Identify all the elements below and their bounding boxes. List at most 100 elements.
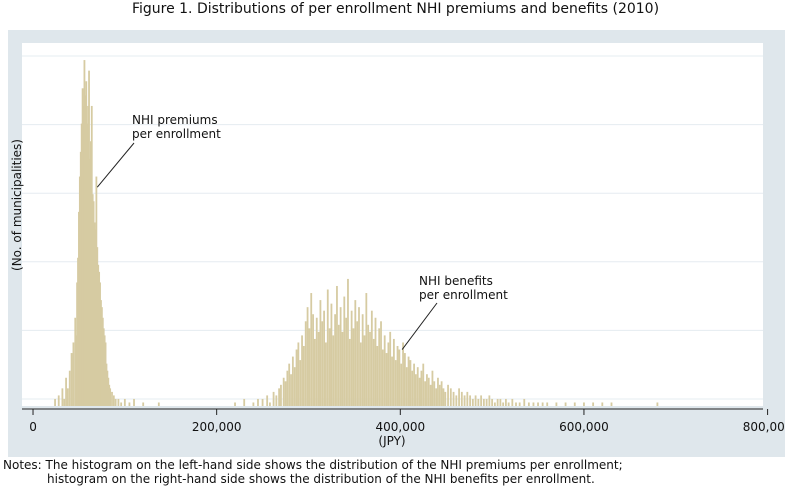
histogram-bar xyxy=(266,395,269,406)
histogram-bar xyxy=(308,328,311,406)
histogram-bar xyxy=(352,328,355,406)
histogram-bar xyxy=(413,363,415,406)
histogram-bar xyxy=(361,314,364,406)
histogram-bar xyxy=(78,211,80,406)
x-tick-label: 800,000 xyxy=(743,420,785,434)
histogram-bar xyxy=(312,314,314,406)
figure-title: Figure 1. Distributions of per enrollmen… xyxy=(131,1,660,17)
histogram-bar xyxy=(402,342,404,406)
histogram-bar xyxy=(341,331,344,406)
histogram-bar xyxy=(67,388,69,406)
histogram-bar xyxy=(157,402,160,406)
histogram-bar xyxy=(111,391,113,406)
histogram-bar xyxy=(474,395,477,406)
histogram-bar xyxy=(407,356,410,406)
histogram-bar xyxy=(323,310,325,406)
histogram-bar xyxy=(505,398,507,406)
histogram-bar xyxy=(380,321,382,406)
gridlines xyxy=(22,55,763,400)
premiums-histogram xyxy=(54,60,160,407)
histogram-bar xyxy=(381,349,384,406)
histogram-bar xyxy=(496,398,499,406)
histogram-bar xyxy=(86,123,89,406)
histogram-bar xyxy=(499,398,502,406)
histogram-bar xyxy=(396,345,399,406)
histogram-bar xyxy=(458,388,460,406)
histogram-bar xyxy=(426,374,428,406)
histogram-bar xyxy=(103,335,106,406)
histogram-bar xyxy=(243,398,246,406)
histogram-bar xyxy=(343,296,346,406)
histogram-bar xyxy=(78,176,81,406)
histogram-bar xyxy=(367,324,370,406)
histogram-bar xyxy=(523,398,526,406)
x-axis-label: (JPY) xyxy=(378,434,405,448)
histogram-bar xyxy=(95,176,98,406)
histogram-bar xyxy=(334,314,337,406)
histogram-bar xyxy=(84,95,87,407)
histogram-bar xyxy=(491,398,494,406)
histogram-bar xyxy=(387,342,390,406)
histogram-bar xyxy=(455,395,458,406)
histogram-bar xyxy=(488,395,491,406)
histogram-bar xyxy=(656,402,659,406)
histogram-bar xyxy=(297,342,300,406)
histogram-bar xyxy=(511,398,514,406)
histogram-bar xyxy=(440,381,443,406)
histogram-bar xyxy=(332,335,335,406)
histogram-bar xyxy=(107,377,110,406)
histogram-bar xyxy=(272,391,275,406)
histogram-bar xyxy=(269,402,271,406)
annotation-text: NHI premiums xyxy=(132,113,218,127)
histogram-bar xyxy=(493,402,496,406)
histogram-bar xyxy=(83,60,86,406)
histogram-bar xyxy=(293,367,296,406)
histogram-bar xyxy=(105,363,108,406)
histogram-bar xyxy=(363,335,366,406)
histogram-bar xyxy=(133,398,135,406)
x-tick-label: 0 xyxy=(29,420,37,434)
histogram-bar xyxy=(142,402,145,406)
histogram-bar xyxy=(389,331,392,406)
histogram-bar xyxy=(356,321,359,406)
histogram-bar xyxy=(444,391,447,406)
histogram-bar xyxy=(278,388,280,406)
benefits-histogram xyxy=(234,278,659,406)
histogram-bar xyxy=(515,402,517,406)
figure-panel: 0 200,000 400,000 600,000 800,000 (JPY) (No.… xyxy=(8,30,791,457)
histogram-bar xyxy=(537,402,539,406)
histogram-bar xyxy=(104,342,107,406)
histogram-bar xyxy=(108,384,111,406)
histogram-bar xyxy=(100,307,103,406)
histogram-bar xyxy=(328,328,331,406)
histogram-bar xyxy=(415,374,417,406)
histogram-bar xyxy=(114,398,117,406)
histogram-bar xyxy=(317,331,320,406)
histogram-bar xyxy=(123,398,126,406)
histogram-bar xyxy=(326,289,329,406)
histogram-bar xyxy=(394,360,397,406)
histogram-bar xyxy=(87,105,90,406)
histogram-bar xyxy=(98,271,101,406)
histogram-bar xyxy=(336,285,338,406)
x-tick-label: 600,000 xyxy=(559,420,609,434)
histogram-bar xyxy=(117,398,120,406)
histogram-bar xyxy=(532,402,535,406)
histogram-bar xyxy=(359,342,362,406)
figure-notes: Notes: The histogram on the left-hand si… xyxy=(3,458,623,486)
annotation-leader-line xyxy=(401,302,438,350)
histogram-bar xyxy=(284,381,287,406)
histogram-bar xyxy=(81,88,84,407)
histogram-bar xyxy=(68,370,71,406)
histogram-bar xyxy=(257,398,259,406)
x-tick-label: 200,000 xyxy=(192,420,242,434)
histogram-bar xyxy=(325,342,327,406)
histogram-bar xyxy=(592,402,595,406)
histogram-bar xyxy=(234,402,236,406)
histogram-bar xyxy=(420,370,423,406)
histogram-bar xyxy=(449,388,452,406)
histogram-bar xyxy=(282,377,285,406)
histogram-bar xyxy=(310,293,313,406)
